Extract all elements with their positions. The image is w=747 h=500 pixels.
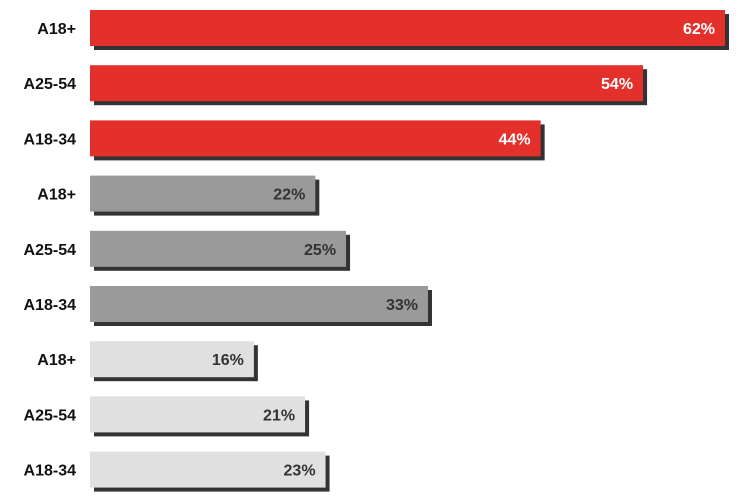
bar xyxy=(90,175,316,212)
category-label: A18-34 xyxy=(24,297,77,314)
bar xyxy=(90,65,644,102)
category-label: A25-54 xyxy=(24,76,77,93)
value-label: 62% xyxy=(683,21,715,38)
bars-group: A18+ 62% A25-54 54% A18-34 44% A18+ 22% A25-54 25… xyxy=(24,10,729,492)
value-label: 16% xyxy=(212,352,244,369)
value-label: 44% xyxy=(499,131,531,148)
value-label: 25% xyxy=(304,242,336,259)
value-label: 23% xyxy=(284,463,316,480)
bar xyxy=(90,341,254,378)
category-label: A18-34 xyxy=(24,463,77,480)
bar xyxy=(90,230,347,267)
category-label: A18+ xyxy=(37,21,76,38)
bar xyxy=(90,286,428,322)
bar xyxy=(90,10,725,46)
value-label: 21% xyxy=(263,407,295,424)
category-label: A25-54 xyxy=(24,242,77,259)
value-label: 22% xyxy=(273,187,305,204)
bar xyxy=(90,396,306,433)
bar xyxy=(90,120,541,157)
category-label: A18-34 xyxy=(24,131,77,148)
category-label: A18+ xyxy=(37,352,76,369)
value-label: 54% xyxy=(601,76,633,93)
category-label: A25-54 xyxy=(24,407,77,424)
category-label: A18+ xyxy=(37,187,76,204)
value-label: 33% xyxy=(386,297,418,314)
bar xyxy=(90,451,326,488)
